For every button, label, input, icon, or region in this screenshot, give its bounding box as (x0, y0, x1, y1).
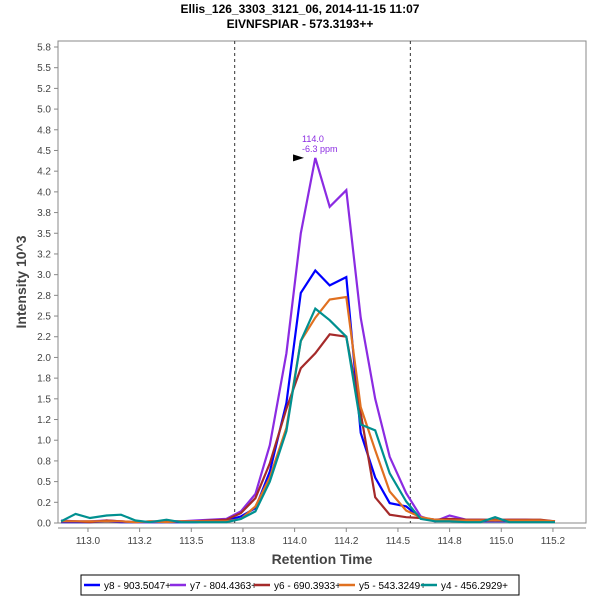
y-tick-label: 1.8 (37, 374, 51, 385)
series-lines (60, 157, 556, 524)
y-tick-label: 5.8 (37, 43, 51, 54)
y-tick-label: 2.0 (37, 353, 51, 364)
x-tick-label: 114.5 (386, 536, 411, 547)
y-tick-label: 3.2 (37, 249, 51, 260)
plot-area (57, 40, 587, 524)
y-tick-label: 0.5 (37, 477, 51, 488)
peak-arrow-icon (293, 154, 305, 162)
y-tick-label: 4.2 (37, 167, 51, 178)
x-tick-label: 114.2 (334, 536, 359, 547)
y-tick-label: 5.0 (37, 105, 51, 116)
x-tick-label: 113.0 (76, 536, 101, 547)
x-tick-label: 115.2 (541, 536, 566, 547)
y-tick-label: 3.5 (37, 229, 51, 240)
y-tick-label: 5.2 (37, 84, 51, 95)
x-axis-label: Retention Time (272, 551, 373, 567)
y-axis: 0.0 0.2 0.5 0.8 1.0 1.2 1.5 1.8 2.0 2.2 2.5 2.8 3.0 3… (37, 43, 58, 530)
y-tick-label: 0.2 (37, 498, 51, 509)
x-tick-label: 113.5 (179, 536, 204, 547)
y-tick-label: 4.5 (37, 146, 51, 157)
y-tick-label: 4.8 (37, 125, 51, 136)
y-tick-label: 2.2 (37, 332, 51, 343)
y-tick-label: 1.2 (37, 415, 51, 426)
y-tick-label: 3.0 (37, 270, 51, 281)
y-tick-label: 4.0 (37, 187, 51, 198)
y-tick-label: 5.5 (37, 63, 51, 74)
y-tick-label: 0.0 (37, 519, 51, 530)
y-tick-label: 1.5 (37, 394, 51, 405)
y-tick-label: 3.8 (37, 208, 51, 219)
legend-label: y7 - 804.4363+ (190, 581, 257, 592)
x-tick-label: 113.2 (127, 536, 152, 547)
chart-title: Ellis_126_3303_3121_06, 2014-11-15 11:07 (181, 2, 420, 16)
x-tick-label: 113.8 (231, 536, 256, 547)
y-tick-label: 2.5 (37, 312, 51, 323)
y-axis-label: Intensity 10^3 (13, 235, 29, 328)
x-axis: 113.0 113.2 113.5 113.8 114.0 114.2 114.5 114.8… (58, 527, 586, 547)
y-tick-label: 1.0 (37, 436, 51, 447)
x-tick-label: 114.0 (282, 536, 307, 547)
chart-subtitle: EIVNFSPIAR - 573.3193++ (227, 17, 374, 31)
annotation-text: -6.3 ppm (302, 144, 338, 154)
legend-items: y8 - 903.5047+ y7 - 804.4363+ y6 - 690.393… (84, 581, 508, 592)
series-line-y4 (60, 306, 555, 524)
x-tick-label: 114.8 (437, 536, 462, 547)
integration-bounds (234, 41, 411, 523)
peak-annotation: 114.0-6.3 ppm (293, 134, 338, 162)
legend-label: y4 - 456.2929+ (441, 581, 508, 592)
legend-label: y5 - 543.3249+ (359, 581, 426, 592)
legend-label: y6 - 690.3933+ (274, 581, 341, 592)
y-tick-label: 2.8 (37, 291, 51, 302)
x-tick-label: 115.0 (489, 536, 514, 547)
annotation-text: 114.0 (302, 134, 324, 144)
legend (80, 574, 520, 596)
y-tick-label: 0.8 (37, 456, 51, 467)
legend-label: y8 - 903.5047+ (104, 581, 171, 592)
